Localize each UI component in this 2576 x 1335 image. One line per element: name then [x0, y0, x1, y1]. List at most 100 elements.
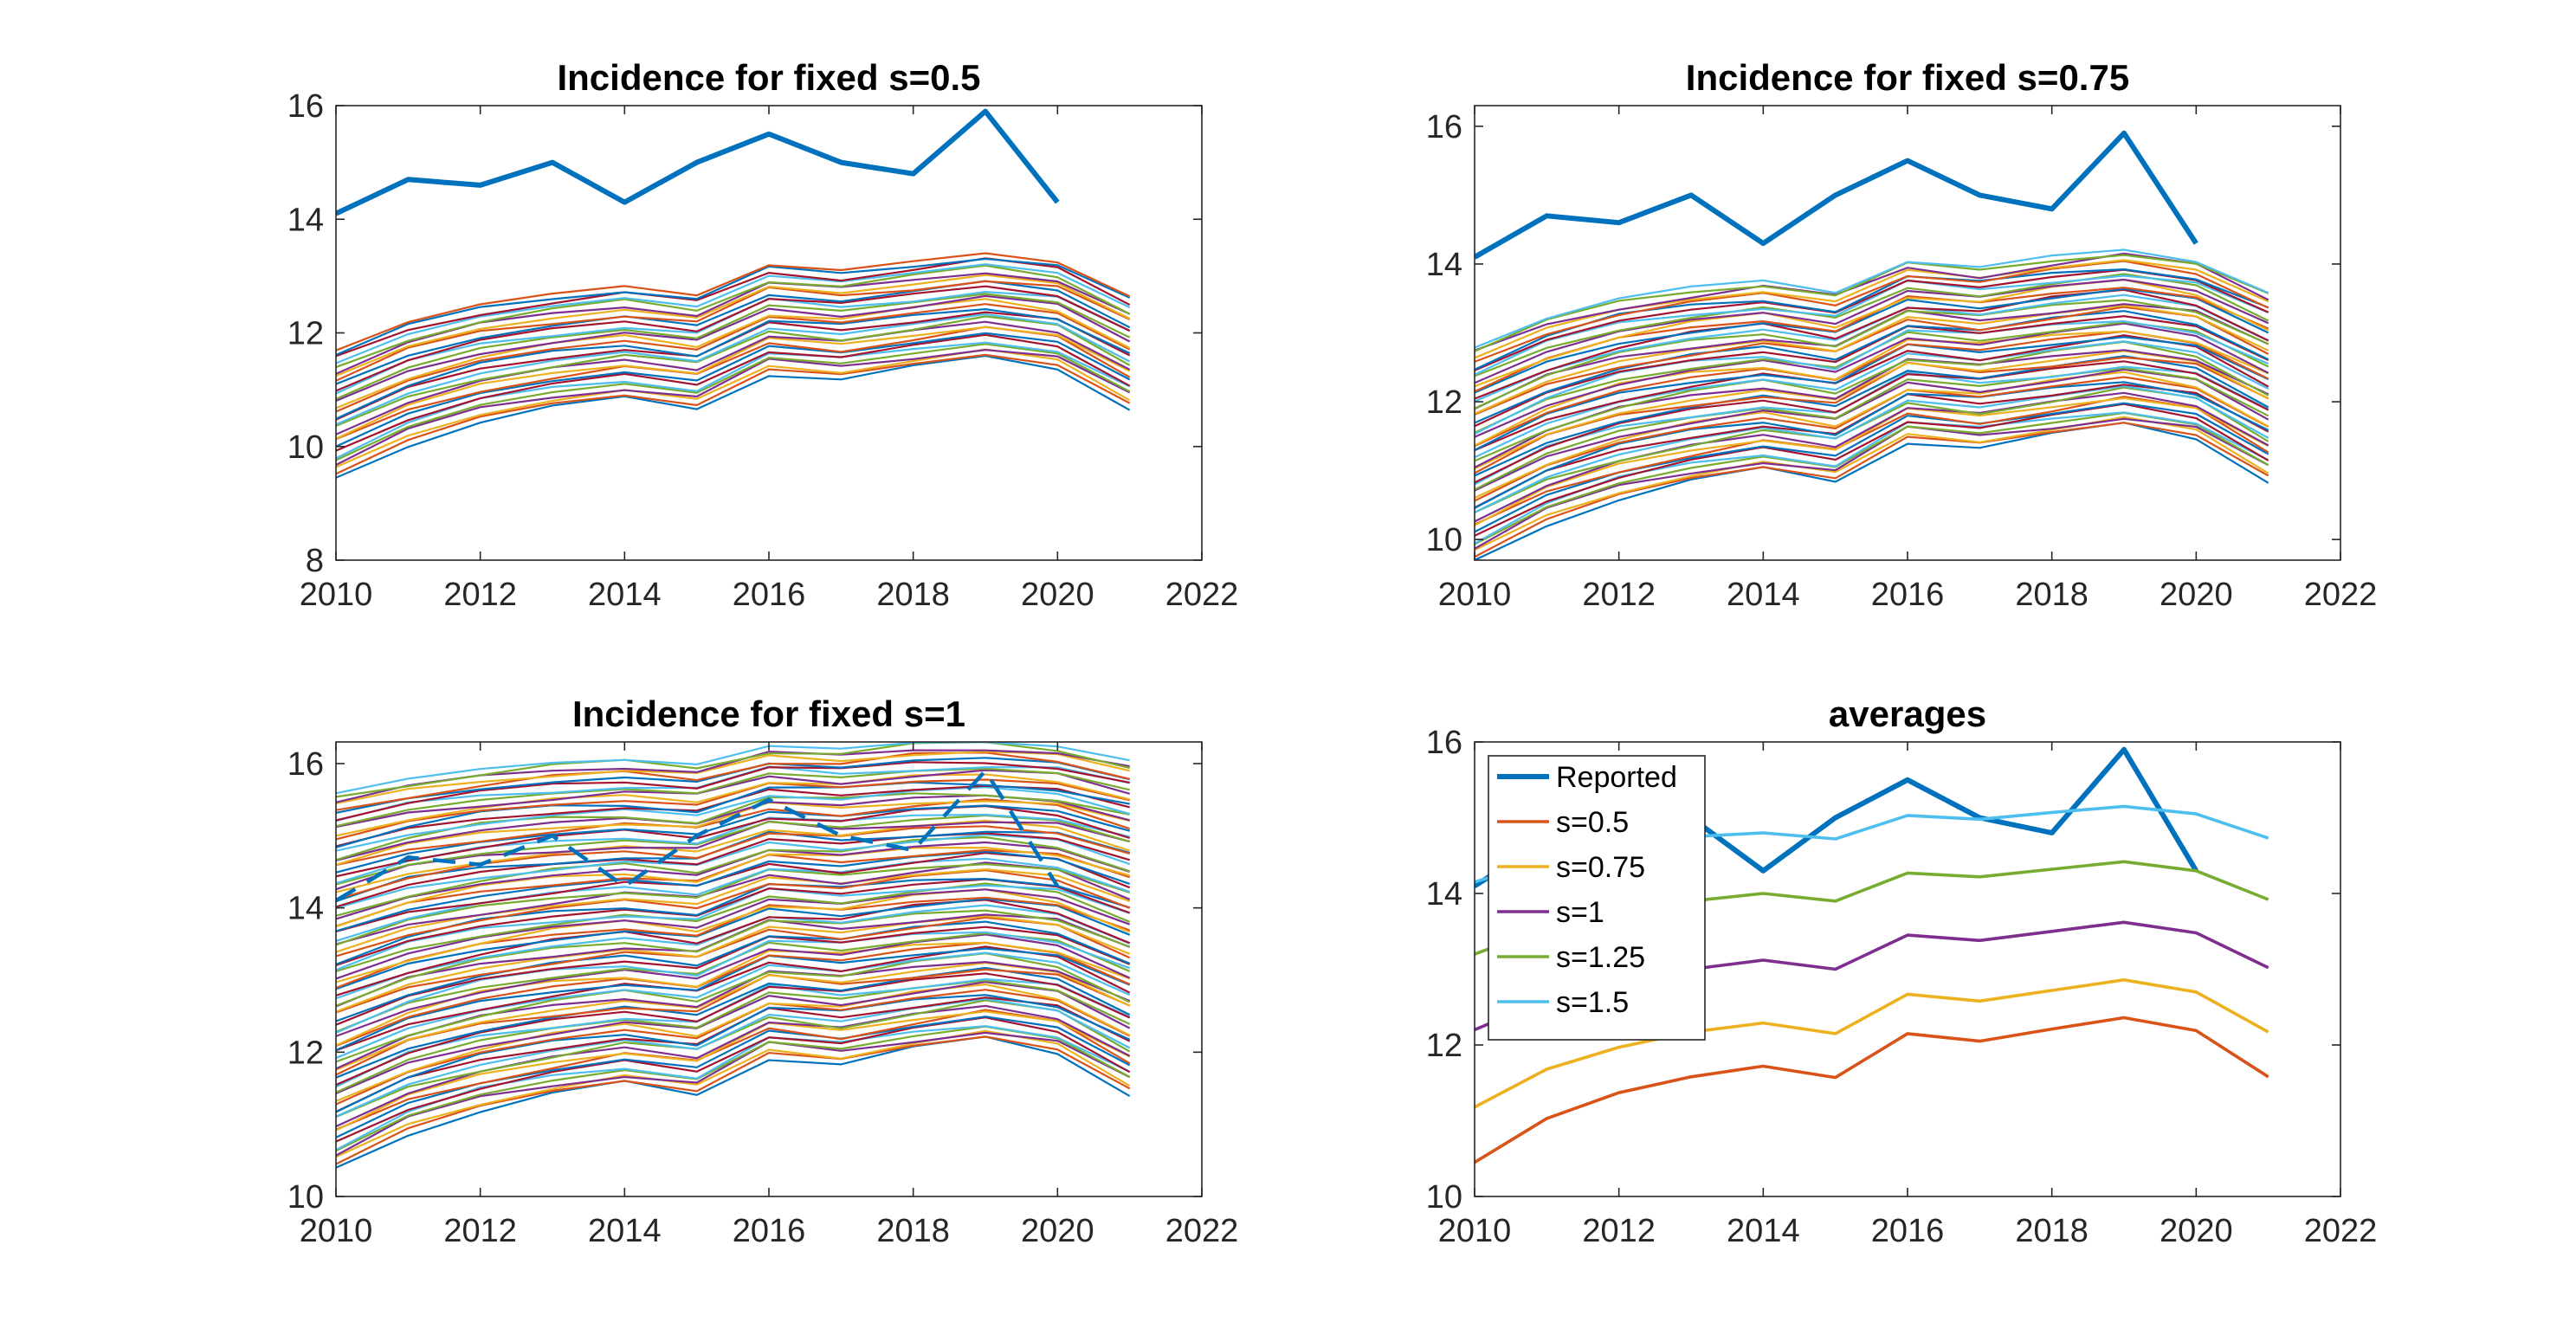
x-tick-label: 2022	[2304, 577, 2378, 613]
y-tick-label: 12	[287, 1035, 324, 1071]
x-tick-label: 2010	[300, 577, 373, 613]
x-tick-label: 2016	[733, 577, 806, 613]
ensemble-line	[336, 850, 1131, 932]
ensemble-line	[336, 933, 1131, 1037]
ensemble-line	[1475, 422, 2269, 558]
legend-label: s=0.5	[1556, 806, 1629, 839]
ensemble-line	[336, 274, 1131, 377]
y-tick-label: 16	[287, 88, 324, 125]
panel-averages: averages 2010 2012 2014 2016 2018 2020 2022 10 1…	[1426, 693, 2378, 1249]
reported-line	[1475, 130, 2198, 260]
x-tick-label: 2020	[2160, 577, 2233, 613]
ensemble-line	[336, 931, 1131, 1035]
x-tick-label: 2022	[1165, 577, 1239, 613]
ensemble-line	[336, 264, 1131, 369]
ensemble-line	[336, 884, 1131, 971]
y-tick-label: 14	[1426, 247, 1462, 283]
reported-line	[336, 108, 1060, 216]
ensemble-line	[336, 303, 1131, 413]
ensemble-line	[336, 882, 1131, 973]
y-tick-label: 14	[287, 202, 324, 238]
x-tick-label: 2014	[588, 1213, 662, 1249]
legend-label: s=1.5	[1556, 986, 1629, 1019]
x-tick-label: 2014	[1727, 577, 1800, 613]
y-tick-label: 10	[287, 429, 324, 466]
plot-area	[336, 108, 1131, 479]
y-tick-label: 12	[1426, 384, 1462, 421]
ensemble-line	[1475, 417, 2269, 550]
series-line-s=0.75	[1475, 978, 2269, 1109]
ensemble-line	[336, 981, 1131, 1095]
ensemble-line	[1475, 304, 2269, 416]
y-tick-label: 10	[1426, 1179, 1462, 1216]
ensemble-line	[1475, 287, 2269, 394]
panel-s-0-75: Incidence for fixed s=0.75 2010 2012 2014 2…	[1426, 57, 2378, 613]
ensemble-line	[336, 916, 1131, 1014]
panel-title: Incidence for fixed s=1	[572, 693, 965, 734]
x-tick-label: 2010	[1438, 577, 1512, 613]
ensemble-line	[1475, 274, 2269, 376]
ensemble-line	[1475, 278, 2269, 384]
ensemble-line	[336, 781, 1130, 848]
ensemble-line	[1475, 334, 2269, 452]
x-tick-label: 2018	[2015, 577, 2089, 613]
ensemble-line	[336, 761, 1130, 822]
x-tick-label: 2012	[443, 577, 517, 613]
ensemble-line	[336, 751, 1130, 811]
ensemble-line	[336, 972, 1131, 1087]
ensemble-line	[336, 1010, 1131, 1132]
ensemble-line	[1475, 260, 2269, 363]
legend-label: s=0.75	[1556, 851, 1645, 884]
ensemble-line	[336, 983, 1131, 1102]
x-tick-label: 2020	[1021, 577, 1094, 613]
ensemble-line	[336, 354, 1131, 479]
ensemble-line	[336, 857, 1131, 942]
ensemble-line	[336, 945, 1131, 1052]
ensemble-line	[336, 1035, 1131, 1165]
ensemble-line	[336, 994, 1131, 1113]
ensemble-line	[1475, 403, 2269, 537]
y-tick-label: 10	[287, 1179, 324, 1216]
ensemble-line	[336, 257, 1131, 356]
ensemble-line	[336, 280, 1131, 382]
ensemble-line	[336, 252, 1131, 351]
x-tick-label: 2022	[1165, 1213, 1239, 1249]
panel-title: averages	[1829, 693, 1986, 734]
x-tick-label: 2014	[588, 577, 662, 613]
ensemble-line	[1475, 273, 2269, 377]
ensemble-line	[1475, 314, 2269, 428]
legend: Reported s=0.5 s=0.75 s=1 s=1.25 s=1.5	[1488, 755, 1706, 1041]
ensemble-line	[336, 769, 1130, 829]
ensemble-line	[336, 920, 1131, 1022]
ensemble-line	[336, 1009, 1131, 1131]
series-line-s=0.5	[1475, 1016, 2269, 1164]
ensemble-line	[336, 307, 1131, 420]
x-tick-label: 2018	[876, 577, 950, 613]
x-tick-label: 2012	[1582, 1213, 1656, 1249]
ensemble-line	[1475, 391, 2269, 523]
x-tick-label: 2014	[1727, 1213, 1800, 1249]
ensemble-line	[336, 841, 1131, 920]
ensemble-line	[336, 285, 1131, 392]
ensemble-line	[336, 804, 1131, 878]
ensemble-line	[336, 750, 1130, 805]
y-tick-label: 8	[306, 543, 324, 579]
panel-title: Incidence for fixed s=0.5	[557, 57, 980, 98]
ensemble-line	[336, 862, 1131, 946]
legend-label: s=1.25	[1556, 941, 1645, 974]
ensemble-line	[336, 1004, 1131, 1128]
y-tick-label: 16	[1426, 725, 1462, 761]
ensemble-line	[336, 742, 1130, 795]
ensemble-line	[1475, 356, 2269, 474]
ensemble-line	[336, 773, 1130, 837]
ensemble-line	[336, 1031, 1131, 1157]
plot-area	[336, 742, 1131, 1169]
ensemble-line	[336, 833, 1131, 909]
y-tick-label: 12	[1426, 1028, 1462, 1064]
ensemble-line	[1475, 310, 2269, 424]
x-tick-label: 2018	[876, 1213, 950, 1249]
ensemble-line	[1475, 384, 2269, 513]
ensemble-line	[336, 861, 1131, 945]
legend-label: Reported	[1556, 761, 1677, 794]
